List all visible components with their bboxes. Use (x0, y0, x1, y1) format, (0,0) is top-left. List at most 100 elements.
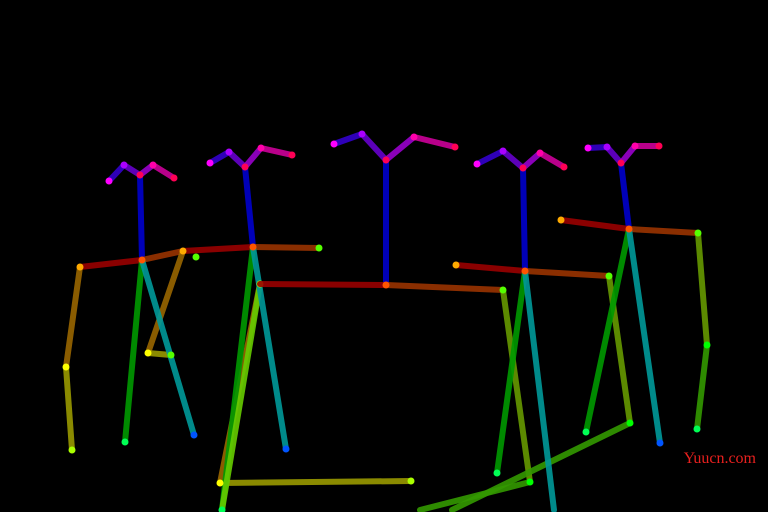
joint (249, 243, 257, 251)
joint (76, 263, 84, 271)
joint (499, 286, 507, 294)
limb (150, 162, 177, 181)
joint (138, 256, 146, 264)
joint (656, 439, 664, 447)
joint (315, 244, 323, 252)
limb (618, 160, 632, 232)
skeleton (257, 130, 534, 512)
limb (242, 164, 256, 250)
limb (520, 150, 543, 171)
joint (560, 163, 568, 171)
joint (536, 149, 544, 157)
limb (604, 144, 624, 166)
joint (605, 272, 613, 280)
limb (258, 145, 295, 158)
skeleton (62, 161, 200, 454)
limb (522, 268, 612, 279)
limb (558, 217, 632, 232)
limb (494, 268, 528, 476)
joint (288, 151, 296, 159)
joint (631, 142, 639, 150)
limb (383, 282, 506, 293)
joint (410, 133, 418, 141)
limb (626, 226, 663, 446)
joint (521, 267, 529, 275)
limb (618, 143, 638, 166)
joint (693, 425, 701, 433)
limb (145, 248, 186, 356)
limb (219, 281, 263, 512)
limb (139, 257, 197, 438)
joint (170, 174, 178, 182)
limb (180, 244, 256, 254)
joint (216, 479, 224, 487)
joint (62, 363, 70, 371)
limb (250, 244, 289, 452)
limb (77, 257, 145, 270)
joint (121, 438, 129, 446)
joint (452, 261, 460, 269)
joint (526, 478, 534, 486)
joint (582, 428, 590, 436)
joint (382, 281, 390, 289)
joint (206, 159, 214, 167)
limb (695, 230, 710, 348)
joint (192, 253, 200, 261)
joint (358, 130, 366, 138)
joint (626, 419, 634, 427)
limb (383, 134, 417, 163)
limb (500, 148, 526, 171)
limb (449, 420, 633, 512)
limb (359, 131, 389, 163)
joint (68, 446, 76, 454)
skeleton (179, 144, 415, 512)
limb (106, 162, 127, 184)
joint (655, 142, 663, 150)
joint (407, 477, 415, 485)
joint (330, 140, 338, 148)
limb (217, 478, 414, 486)
limb (522, 268, 557, 512)
joint (225, 148, 233, 156)
joint (382, 156, 390, 164)
limb (242, 145, 264, 170)
watermark: Yuucn.com (684, 450, 757, 467)
joint (603, 143, 611, 151)
limb (520, 165, 528, 274)
joint (557, 216, 565, 224)
joint (149, 161, 157, 169)
joint (136, 171, 144, 179)
joint (451, 143, 459, 151)
limb (453, 262, 528, 274)
joint (241, 163, 249, 171)
limb (537, 150, 567, 170)
joint (473, 160, 481, 168)
joint (179, 247, 187, 255)
limb (331, 131, 365, 147)
joint (584, 144, 592, 152)
joint (703, 341, 711, 349)
limb (226, 149, 248, 170)
limb (137, 172, 145, 263)
joint (167, 351, 175, 359)
limb (474, 148, 506, 167)
joint (625, 225, 633, 233)
skeleton (557, 142, 711, 447)
limb (694, 342, 710, 432)
limb (63, 364, 75, 453)
joint (120, 161, 128, 169)
joint (105, 177, 113, 185)
limb (122, 257, 145, 445)
joint (493, 469, 501, 477)
joint (144, 349, 152, 357)
joint (282, 445, 290, 453)
limb (500, 287, 533, 485)
limb (257, 281, 389, 288)
limb (63, 264, 83, 370)
skeleton (449, 147, 634, 512)
limb (207, 149, 232, 166)
joint (499, 147, 507, 155)
limb (250, 244, 322, 251)
